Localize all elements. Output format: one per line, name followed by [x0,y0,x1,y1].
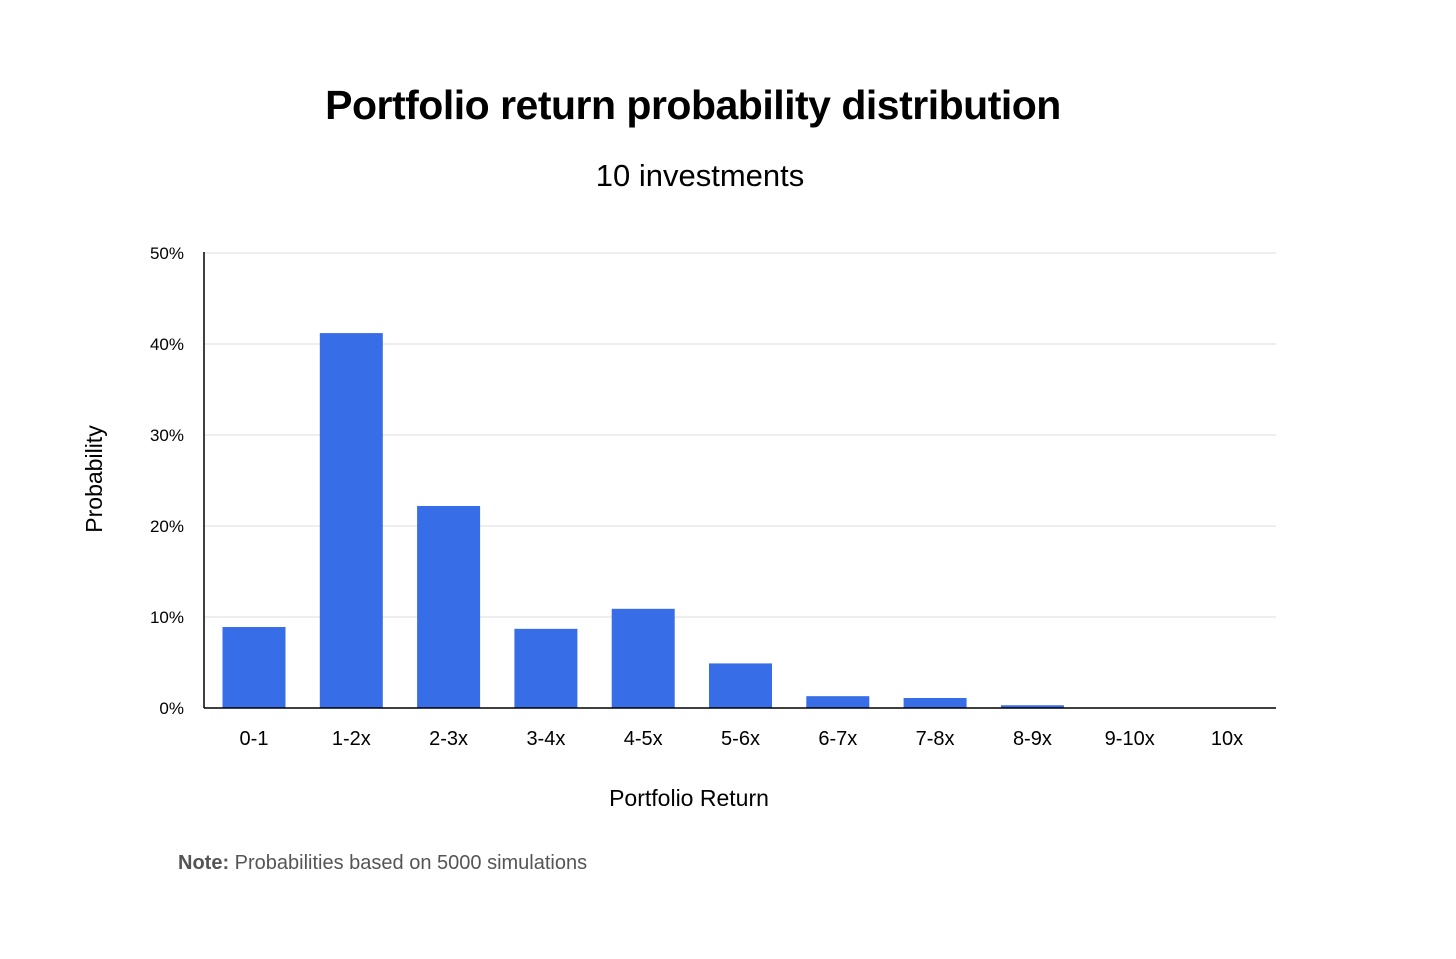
chart-title: Portfolio return probability distributio… [325,82,1061,128]
x-tick-labels: 0-1 1-2x 2-3x 3-4x 4-5x 5-6x 6-7x 7-8x 8-9x 9-10x… [240,728,1244,750]
x-tick-label: 6-7x [818,728,857,750]
bar [903,697,967,708]
note-text: Probabilities based on 5000 simulations [229,852,588,874]
y-tick-labels: 0% 10% 20% 30% 40% 50% [150,244,184,718]
bar [319,333,383,708]
note-label: Note: [178,852,230,874]
x-tick-label: 2-3x [429,728,468,750]
y-tick-label: 0% [159,699,184,718]
y-axis-title: Probability [81,425,107,533]
x-tick-label: 5-6x [721,728,760,750]
bar [611,608,675,708]
chart-subtitle: 10 investments [595,158,805,193]
bar [222,627,286,708]
y-tick-label: 20% [150,517,184,536]
y-tick-label: 50% [150,244,184,263]
bar [417,505,481,708]
x-tick-label: 0-1 [240,728,269,750]
x-tick-label: 9-10x [1105,728,1155,750]
x-tick-label: 4-5x [624,728,663,750]
x-tick-label: 3-4x [526,728,565,750]
bar [709,663,772,708]
x-axis-title: Portfolio Return [609,785,769,811]
x-tick-label: 10x [1211,728,1243,750]
x-tick-label: 7-8x [916,728,955,750]
x-tick-label: 8-9x [1013,728,1052,750]
bar [806,696,870,708]
y-tick-label: 10% [150,608,184,627]
bar [514,628,578,708]
chart-note: Note: Probabilities based on 5000 simula… [178,852,587,875]
y-tick-label: 40% [150,335,184,354]
y-tick-label: 30% [150,426,184,445]
bar [1000,705,1064,708]
bars [222,333,1064,708]
x-tick-label: 1-2x [332,728,371,750]
